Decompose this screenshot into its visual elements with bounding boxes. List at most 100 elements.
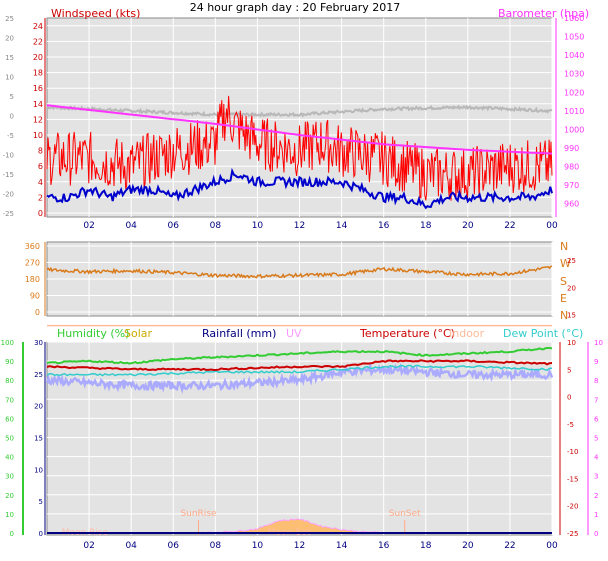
x-tick-label: 06 (168, 221, 180, 231)
uv-tick-label: 7 (594, 396, 598, 404)
temp-hum-panel: Humidity (%)Solar Rainfall (mm) UV Temperat… (1, 257, 603, 551)
wind-tick-label: 14 (33, 100, 43, 109)
chart-title: 24 hour graph day : 20 February 2017 (190, 1, 401, 14)
humidity-tick-label: 70 (5, 396, 14, 404)
legend-item: Temperature (°C) (359, 327, 455, 340)
aux-tick-label: 20 (5, 35, 14, 43)
aux-tick-label: 0 (10, 113, 14, 121)
baro-tick-label: 1040 (564, 51, 584, 60)
legend-item: Solar (124, 327, 153, 340)
baro-tick-label: 1030 (564, 70, 584, 79)
x-tick-label: 12 (294, 221, 305, 231)
rain-tick-label: 0 (39, 530, 43, 538)
aux-tick-label: -25 (3, 210, 14, 218)
series-temperature-line (46, 359, 553, 372)
legend-item: UV (286, 327, 302, 340)
temp-tick-label: -25 (567, 530, 578, 538)
series-humidity-line (46, 347, 553, 365)
x-tick-label: 20 (462, 221, 474, 231)
x-tick-label: 18 (420, 541, 432, 551)
x-tick-label: 00 (546, 541, 558, 551)
humidity-tick-label: 30 (5, 473, 14, 481)
event-label: SunSet (389, 509, 421, 519)
baro-tick-label: 1010 (564, 107, 584, 116)
temp-tick-label: 20 (567, 284, 576, 292)
temp-tick-label: -15 (567, 475, 578, 483)
series-direction-line (46, 265, 553, 279)
series-dewpoint-line (46, 364, 553, 377)
x-tick-label: 16 (378, 221, 390, 231)
uv-tick-label: 9 (594, 358, 598, 366)
wind-tick-label: 0 (38, 209, 43, 218)
humidity-tick-label: 10 (5, 511, 14, 519)
event-label: SunRise (180, 509, 217, 519)
direction-tick-label: 90 (30, 292, 40, 301)
rain-tick-label: 5 (39, 498, 43, 506)
compass-label: S (560, 275, 567, 288)
x-tick-label: 10 (252, 541, 264, 551)
rain-tick-label: 10 (34, 466, 43, 474)
x-tick-label: 10 (252, 221, 264, 231)
x-tick-label: 20 (462, 541, 474, 551)
humidity-tick-label: 20 (5, 492, 14, 500)
baro-tick-label: 970 (564, 181, 579, 190)
wind-tick-label: 16 (33, 84, 43, 93)
compass-label: E (560, 292, 567, 305)
aux-tick-label: 25 (5, 15, 14, 23)
compass-label: N (560, 240, 568, 253)
x-tick-label: 22 (504, 541, 515, 551)
rain-tick-label: 25 (34, 371, 43, 379)
wind-tick-label: 10 (33, 131, 43, 140)
baro-tick-label: 990 (564, 144, 579, 153)
humidity-tick-label: 90 (5, 358, 14, 366)
compass-label: W (560, 257, 571, 270)
wind-tick-label: 20 (33, 53, 43, 62)
aux-tick-label: -15 (3, 171, 14, 179)
wind-tick-label: 22 (33, 37, 43, 46)
baro-tick-label: 1050 (564, 33, 584, 42)
direction-tick-label: 270 (25, 259, 40, 268)
humidity-tick-label: 80 (5, 377, 14, 385)
x-tick-label: 00 (546, 221, 558, 231)
temp-tick-label: 25 (567, 257, 576, 265)
temp-tick-label: -5 (567, 421, 574, 429)
aux-tick-label: -5 (7, 132, 14, 140)
x-tick-label: 06 (168, 541, 180, 551)
rain-tick-label: 30 (34, 339, 43, 347)
series-barometer-line (46, 104, 553, 155)
baro-tick-label: 960 (564, 200, 579, 209)
uv-tick-label: 6 (594, 415, 599, 423)
humidity-tick-label: 100 (1, 339, 14, 347)
x-tick-label: 08 (210, 541, 222, 551)
uv-tick-label: 2 (594, 492, 598, 500)
baro-tick-label: 980 (564, 163, 579, 172)
x-tick-label: 12 (294, 541, 305, 551)
humidity-tick-label: 0 (10, 530, 14, 538)
wind-tick-label: 6 (38, 162, 43, 171)
uv-tick-label: 10 (594, 339, 603, 347)
humidity-tick-label: 60 (5, 415, 14, 423)
uv-tick-label: 1 (594, 511, 598, 519)
uv-tick-label: 5 (594, 435, 598, 443)
x-tick-label: 08 (210, 221, 222, 231)
x-tick-label: 02 (83, 221, 94, 231)
humidity-tick-label: 40 (5, 454, 14, 462)
uv-tick-label: 3 (594, 473, 598, 481)
windspeed-label: Windspeed (kts) (51, 7, 140, 20)
series-apparent-line (45, 361, 554, 395)
x-tick-label: 02 (83, 541, 94, 551)
aux-tick-label: -10 (3, 152, 14, 160)
rain-tick-label: 20 (34, 403, 43, 411)
compass-label: N (560, 309, 568, 322)
legend-item: Rainfall (mm) (202, 327, 276, 340)
baro-tick-label: 1000 (564, 125, 584, 134)
temp-tick-label: 15 (567, 312, 576, 320)
x-tick-label: 04 (125, 221, 137, 231)
wind-baro-panel: Windspeed (kts) Barometer (hpa) 02468101… (3, 7, 590, 231)
wind-tick-label: 12 (33, 115, 43, 124)
temp-tick-label: -20 (567, 503, 578, 511)
temp-tick-label: 0 (567, 394, 571, 402)
aux-tick-label: -20 (3, 191, 14, 199)
